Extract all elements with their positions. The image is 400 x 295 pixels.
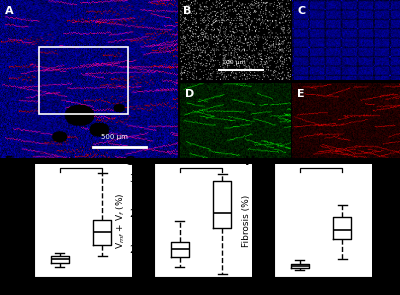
Text: **: ** (75, 157, 86, 167)
Y-axis label: V$_{mf}$ + V$_f$ (%): V$_{mf}$ + V$_f$ (%) (115, 192, 127, 249)
Text: 100 μm: 100 μm (222, 60, 246, 65)
Text: *: * (198, 157, 204, 167)
Text: G: G (125, 155, 135, 168)
Text: F: F (5, 155, 13, 168)
Y-axis label: Fibrosis (%): Fibrosis (%) (242, 194, 250, 247)
Text: H: H (245, 155, 255, 168)
Text: C: C (297, 6, 306, 16)
Text: B: B (183, 6, 192, 16)
Text: E: E (297, 88, 305, 99)
Text: **: ** (315, 157, 326, 167)
Text: 500 μm: 500 μm (102, 134, 128, 140)
Bar (39, 47, 128, 114)
Text: D: D (186, 88, 195, 99)
Y-axis label: V$_e$ (%): V$_e$ (%) (0, 206, 10, 235)
Text: A: A (5, 6, 14, 16)
